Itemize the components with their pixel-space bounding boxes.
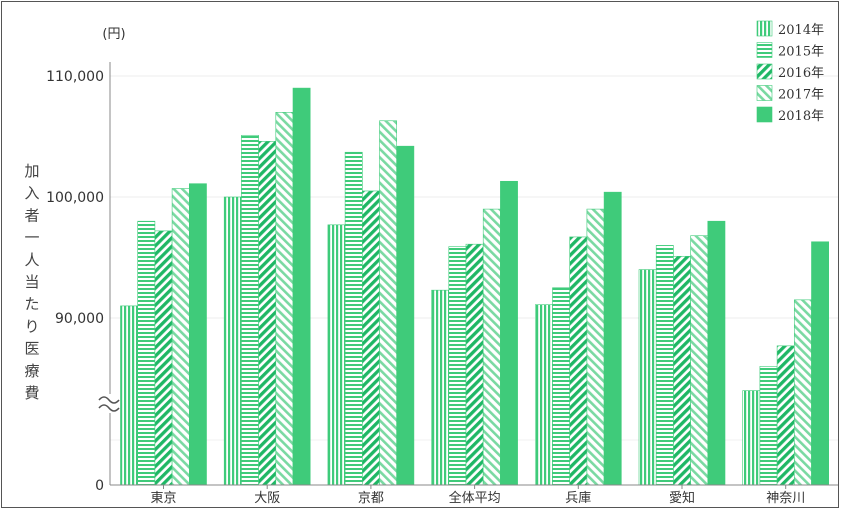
bar [241,134,259,486]
bar [361,190,380,486]
bar [776,345,795,486]
legend-label: 2018年 [778,109,824,124]
bar [275,112,294,486]
bar [707,220,726,486]
bar [189,183,207,486]
bar [500,180,518,486]
bar [673,255,691,486]
legend-swatch [756,20,773,37]
bar [292,87,311,486]
bar [534,304,553,486]
bar [171,188,190,486]
bar [396,145,415,486]
legend-swatch [756,106,773,123]
bar [154,230,173,486]
y-tick-label: 110,000 [46,69,104,85]
bar [655,245,674,486]
unit-label: (円) [102,27,125,42]
bar [552,287,571,486]
bar [258,141,277,486]
axes [98,62,838,489]
bar [465,243,484,486]
legend-item: 2017年 [756,85,824,103]
legend-item: 2015年 [756,42,824,60]
bar [603,191,622,486]
legend-swatch [756,42,773,58]
bar [742,390,761,486]
y-tick-label: 0 [95,478,104,494]
bar [120,305,139,486]
x-tick-label: 京都 [358,491,384,506]
legend-item: 2014年 [756,20,824,38]
bar [327,224,346,486]
legend-item: 2016年 [756,63,824,81]
bars [120,87,830,486]
axis-break-icon [98,396,120,404]
legend-item: 2018年 [756,106,824,124]
bar [448,246,467,486]
bar [586,208,605,486]
y-tick-label: 100,000 [46,190,104,206]
legend-label: 2017年 [778,88,824,103]
legend: 2014年 2015年 2016年 2017年 2018年 [756,20,824,124]
legend-swatch [756,85,773,101]
x-tick-label: 神奈川 [766,491,805,506]
bar [431,289,450,486]
x-tick-labels: 東京 大阪 京都 全体平均 兵庫 愛知 神奈川 [150,490,805,506]
axis-break-icon [98,404,120,412]
bar [569,236,588,486]
x-tick-label: 兵庫 [565,491,591,506]
bar [379,120,398,486]
x-tick-label: 大阪 [254,491,280,506]
y-tick-labels: 0 90,000 100,000 110,000 [46,69,104,494]
bar [137,220,156,486]
y-tick-label: 90,000 [55,311,104,327]
legend-label: 2016年 [778,66,824,81]
bar [344,151,363,486]
bar [482,208,501,486]
bar [638,269,657,486]
x-tick-label: 東京 [150,490,176,506]
bar [793,299,812,486]
x-tick-label: 全体平均 [449,490,501,506]
legend-label: 2014年 [778,23,824,38]
axis-break-mask [100,394,120,413]
bar [759,366,778,486]
x-tick-label: 愛知 [669,490,695,506]
legend-swatch [756,63,773,80]
bar [223,196,242,486]
bar [690,235,709,486]
legend-label: 2015年 [778,45,824,60]
y-axis-label: 加入者一人当たり医療費 [24,162,39,402]
bar [811,241,830,486]
